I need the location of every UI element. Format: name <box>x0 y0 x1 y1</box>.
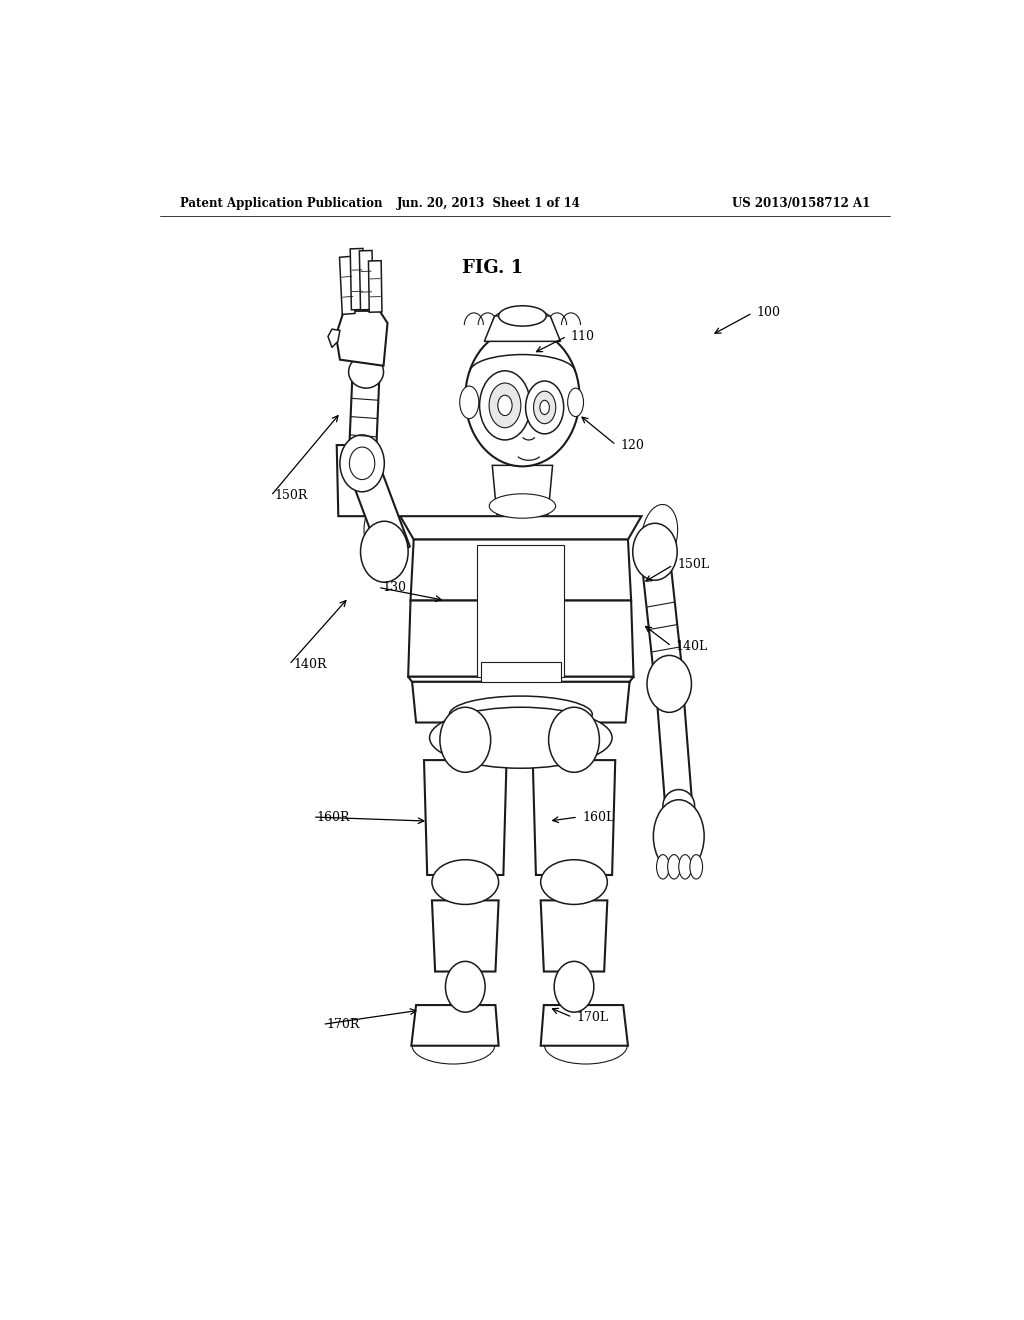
Polygon shape <box>481 661 560 682</box>
Polygon shape <box>412 1005 499 1045</box>
Ellipse shape <box>445 961 485 1012</box>
Ellipse shape <box>653 800 705 873</box>
Text: 170L: 170L <box>577 1011 608 1024</box>
Polygon shape <box>350 248 365 310</box>
Text: Jun. 20, 2013  Sheet 1 of 14: Jun. 20, 2013 Sheet 1 of 14 <box>397 197 581 210</box>
Text: 160L: 160L <box>582 810 614 824</box>
Text: FIG. 1: FIG. 1 <box>463 259 523 277</box>
Polygon shape <box>541 1005 628 1045</box>
Polygon shape <box>477 545 564 677</box>
Ellipse shape <box>430 708 612 768</box>
Polygon shape <box>348 371 380 465</box>
Ellipse shape <box>450 696 592 733</box>
Text: US 2013/0158712 A1: US 2013/0158712 A1 <box>732 197 870 210</box>
Polygon shape <box>541 900 607 972</box>
Polygon shape <box>340 256 355 314</box>
Polygon shape <box>409 601 634 677</box>
Polygon shape <box>400 516 641 540</box>
Ellipse shape <box>668 854 680 879</box>
Ellipse shape <box>432 859 499 904</box>
Polygon shape <box>411 540 631 601</box>
Polygon shape <box>369 260 382 313</box>
Polygon shape <box>336 312 387 366</box>
Ellipse shape <box>499 306 546 326</box>
Polygon shape <box>359 251 373 310</box>
Ellipse shape <box>364 504 400 565</box>
Text: 160R: 160R <box>316 810 350 824</box>
Polygon shape <box>641 549 683 686</box>
Ellipse shape <box>541 859 607 904</box>
Ellipse shape <box>534 391 556 424</box>
Ellipse shape <box>479 371 530 440</box>
Polygon shape <box>328 329 340 347</box>
Text: 140R: 140R <box>293 659 327 671</box>
Polygon shape <box>348 455 410 564</box>
Polygon shape <box>337 445 369 516</box>
Polygon shape <box>493 466 553 515</box>
Ellipse shape <box>656 854 670 879</box>
Text: 110: 110 <box>570 330 595 343</box>
Ellipse shape <box>348 355 384 388</box>
Polygon shape <box>532 760 615 875</box>
Text: 150L: 150L <box>677 558 710 572</box>
Polygon shape <box>424 760 507 875</box>
Text: 140L: 140L <box>676 640 708 653</box>
Ellipse shape <box>554 961 594 1012</box>
Ellipse shape <box>489 383 521 428</box>
Polygon shape <box>409 677 634 682</box>
Ellipse shape <box>549 708 599 772</box>
Ellipse shape <box>642 504 678 565</box>
Ellipse shape <box>498 395 512 416</box>
Text: 120: 120 <box>620 438 644 451</box>
Ellipse shape <box>440 708 490 772</box>
Text: Patent Application Publication: Patent Application Publication <box>179 197 382 210</box>
Ellipse shape <box>690 854 702 879</box>
Ellipse shape <box>525 381 563 434</box>
Text: 100: 100 <box>757 306 780 319</box>
Ellipse shape <box>360 521 409 582</box>
Ellipse shape <box>679 854 691 879</box>
Text: 170R: 170R <box>327 1018 359 1031</box>
Ellipse shape <box>663 789 694 822</box>
Polygon shape <box>655 682 692 808</box>
Polygon shape <box>484 315 560 342</box>
Ellipse shape <box>460 385 479 418</box>
Ellipse shape <box>465 329 580 466</box>
Ellipse shape <box>540 400 550 414</box>
Ellipse shape <box>489 494 556 519</box>
Ellipse shape <box>647 656 691 713</box>
Text: 130: 130 <box>382 581 406 594</box>
Polygon shape <box>412 682 630 722</box>
Polygon shape <box>432 900 499 972</box>
Text: 150R: 150R <box>274 490 308 503</box>
Ellipse shape <box>633 523 677 581</box>
Ellipse shape <box>567 388 584 417</box>
Ellipse shape <box>340 434 384 492</box>
